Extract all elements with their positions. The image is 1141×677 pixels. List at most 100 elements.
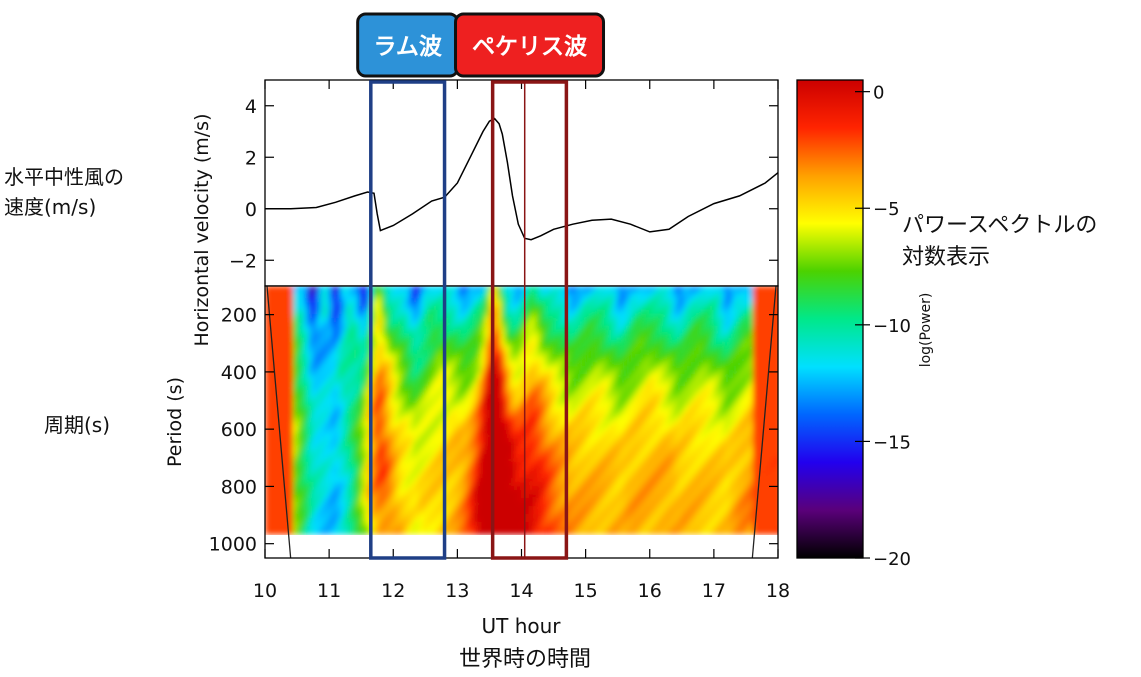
heatmap-cell (741, 422, 746, 427)
heatmap-cell (417, 314, 422, 319)
heatmap-cell (705, 422, 710, 427)
heatmap-cell (641, 362, 646, 367)
heatmap-cell (653, 330, 658, 335)
heatmap-cell (689, 354, 694, 359)
heatmap-cell (561, 374, 566, 379)
heatmap-cell (625, 406, 630, 411)
heatmap-cell (701, 326, 706, 331)
heatmap-cell (549, 326, 554, 331)
heatmap-cell (749, 290, 754, 295)
heatmap-cell (737, 302, 742, 307)
heatmap-cell (417, 382, 422, 387)
heatmap-cell (329, 366, 334, 371)
heatmap-cell (529, 370, 534, 375)
heatmap-cell (617, 326, 622, 331)
heatmap-cell (433, 334, 438, 339)
heatmap-cell (673, 386, 678, 391)
heatmap-cell (709, 426, 714, 431)
heatmap-cell (417, 310, 422, 315)
heatmap-cell (745, 350, 750, 355)
heatmap-cell (677, 338, 682, 343)
heatmap-cell (429, 374, 434, 379)
heatmap-cell (525, 378, 530, 383)
heatmap-cell (773, 430, 778, 435)
heatmap-cell (381, 414, 386, 419)
heatmap-cell (721, 358, 726, 363)
heatmap-cell (561, 346, 566, 351)
heatmap-cell (421, 286, 426, 291)
heatmap-cell (501, 370, 506, 375)
heatmap-cell (465, 318, 470, 323)
heatmap-cell (761, 338, 766, 343)
heatmap-cell (621, 342, 626, 347)
heatmap-cell (329, 438, 334, 443)
heatmap-cell (661, 314, 666, 319)
heatmap-cell (685, 426, 690, 431)
heatmap-cell (717, 378, 722, 383)
heatmap-cell (761, 370, 766, 375)
heatmap-cell (293, 374, 298, 379)
heatmap-cell (469, 366, 474, 371)
heatmap-cell (593, 434, 598, 439)
heatmap-cell (385, 294, 390, 299)
heatmap-cell (329, 406, 334, 411)
heatmap-cell (285, 306, 290, 311)
heatmap-cell (657, 302, 662, 307)
heatmap-cell (429, 298, 434, 303)
heatmap-cell (549, 382, 554, 387)
heatmap-cell (485, 330, 490, 335)
heatmap-cell (725, 286, 730, 291)
heatmap-cell (641, 370, 646, 375)
heatmap-cell (769, 382, 774, 387)
heatmap-cell (289, 382, 294, 387)
heatmap-cell (349, 422, 354, 427)
heatmap-cell (413, 386, 418, 391)
heatmap-cell (381, 338, 386, 343)
heatmap-cell (577, 430, 582, 435)
heatmap-cell (377, 434, 382, 439)
heatmap-cell (277, 390, 282, 395)
heatmap-cell (713, 402, 718, 407)
heatmap-cell (705, 314, 710, 319)
heatmap-cell (701, 318, 706, 323)
heatmap-cell (265, 346, 270, 351)
heatmap-cell (549, 406, 554, 411)
heatmap-cell (517, 326, 522, 331)
heatmap-cell (429, 346, 434, 351)
heatmap-cell (757, 302, 762, 307)
heatmap-cell (537, 314, 542, 319)
heatmap-cell (585, 394, 590, 399)
heatmap-cell (685, 306, 690, 311)
heatmap-cell (661, 338, 666, 343)
heatmap-cell (265, 422, 270, 427)
heatmap-cell (349, 302, 354, 307)
heatmap-cell (273, 438, 278, 443)
heatmap-cell (425, 374, 430, 379)
heatmap-cell (509, 302, 514, 307)
heatmap-cell (341, 306, 346, 311)
heatmap-cell (593, 394, 598, 399)
heatmap-cell (481, 394, 486, 399)
heatmap-cell (285, 346, 290, 351)
heatmap-cell (625, 306, 630, 311)
heatmap-cell (325, 314, 330, 319)
heatmap-cell (345, 402, 350, 407)
heatmap-cell (449, 422, 454, 427)
heatmap-cell (649, 290, 654, 295)
heatmap-cell (769, 346, 774, 351)
heatmap-cell (609, 302, 614, 307)
heatmap-cell (361, 438, 366, 443)
heatmap-cell (617, 338, 622, 343)
heatmap-cell (329, 306, 334, 311)
heatmap-cell (597, 342, 602, 347)
heatmap-cell (357, 350, 362, 355)
heatmap-cell (301, 390, 306, 395)
heatmap-cell (397, 306, 402, 311)
heatmap-cell (497, 422, 502, 427)
heatmap-cell (373, 354, 378, 359)
heatmap-cell (697, 290, 702, 295)
heatmap-cell (349, 402, 354, 407)
heatmap-cell (753, 366, 758, 371)
heatmap-cell (713, 374, 718, 379)
heatmap-cell (673, 290, 678, 295)
